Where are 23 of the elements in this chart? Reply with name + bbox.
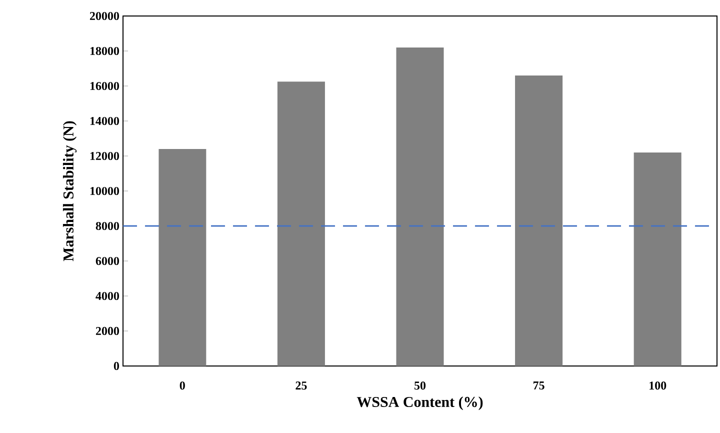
x-tick-label: 50 — [414, 382, 426, 390]
y-tick-label: 12000 — [90, 152, 120, 160]
y-tick-label: 18000 — [90, 46, 120, 56]
bar — [396, 47, 444, 366]
x-axis-title: WSSA Content (%) — [356, 396, 483, 410]
x-tick-label: 100 — [650, 382, 666, 390]
y-tick-label: 4000 — [96, 292, 120, 300]
bar — [515, 75, 563, 366]
y-tick-label: 10000 — [90, 186, 120, 196]
y-tick-label: 8000 — [96, 222, 120, 230]
x-tick-label: 25 — [296, 382, 307, 390]
y-tick-label: 20000 — [90, 12, 120, 20]
x-tick-label: 75 — [533, 382, 544, 390]
bar — [634, 152, 682, 366]
y-axis-title: Marshall Stability (N) — [62, 121, 77, 262]
y-tick-label: 6000 — [96, 256, 120, 266]
bar — [158, 148, 206, 366]
y-tick-label: 0 — [114, 362, 120, 370]
y-tick-label: 2000 — [96, 326, 120, 336]
y-tick-label: 14000 — [90, 116, 120, 126]
x-tick-label: 0 — [180, 382, 185, 390]
y-tick-label: 16000 — [90, 82, 120, 90]
bar — [277, 82, 325, 366]
